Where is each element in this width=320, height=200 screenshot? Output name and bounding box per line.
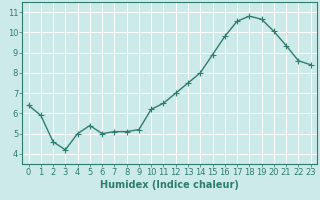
X-axis label: Humidex (Indice chaleur): Humidex (Indice chaleur): [100, 180, 239, 190]
